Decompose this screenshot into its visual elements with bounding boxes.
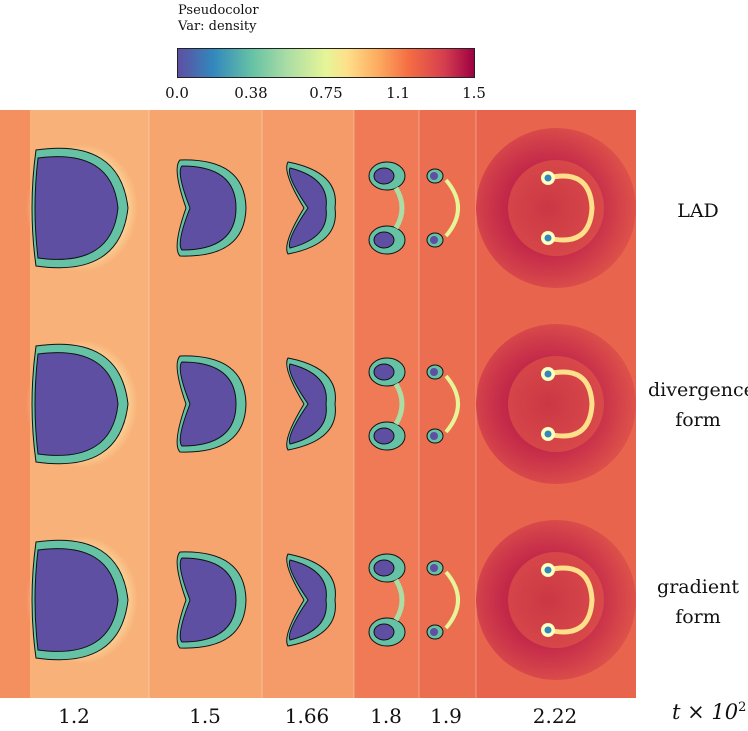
- colorbar-tick: 0.0: [165, 84, 189, 102]
- bubble-core: [288, 167, 327, 249]
- vortex-core: [373, 427, 395, 445]
- field-shade: [419, 110, 476, 306]
- density-field-panel: [0, 110, 636, 698]
- vortex-core: [544, 370, 552, 378]
- filament: [444, 374, 460, 434]
- time-label: 1.8: [370, 704, 402, 728]
- row-label-line: divergence: [648, 379, 748, 401]
- time-label: 1.5: [189, 704, 221, 728]
- row-label-line: LAD: [677, 200, 719, 222]
- colorbar-tick: 0.75: [309, 84, 343, 102]
- vortex-core: [544, 566, 552, 574]
- row-label-gradient: gradient form: [648, 575, 748, 629]
- vortex-arc: [547, 369, 595, 439]
- vortex-arc: [547, 173, 595, 243]
- field-shade: [354, 306, 419, 502]
- bubble-core: [288, 363, 327, 445]
- vortex-core: [430, 172, 438, 180]
- vortex-core: [544, 430, 552, 438]
- shock-inner: [508, 552, 604, 648]
- vortex-core: [373, 623, 395, 641]
- shock-band: [0, 110, 30, 306]
- simulation-row: [0, 306, 636, 502]
- vortex-core: [430, 368, 438, 376]
- shock-inner: [508, 160, 604, 256]
- vortex-arc: [547, 565, 595, 635]
- vortex-core: [373, 363, 395, 381]
- vortex-core: [544, 234, 552, 242]
- vortex-core: [544, 174, 552, 182]
- shock-band: [0, 502, 30, 698]
- field-shade: [419, 502, 476, 698]
- vortex-core: [430, 236, 438, 244]
- time-label: 1.66: [284, 704, 330, 728]
- time-label: 1.2: [58, 704, 90, 728]
- bubble-core: [179, 557, 237, 643]
- row-label-line: form: [675, 606, 721, 628]
- time-axis-exponent: 2: [738, 700, 747, 715]
- filament: [393, 186, 405, 230]
- colorbar-tick: 1.5: [462, 84, 486, 102]
- row-label-lad: LAD: [648, 199, 748, 223]
- field-shade: [354, 110, 419, 306]
- row-label-line: form: [675, 409, 721, 431]
- vortex-core: [373, 231, 395, 249]
- colorbar-title-line2: Var: density: [178, 19, 257, 34]
- vortex-core: [430, 432, 438, 440]
- colorbar-title-line1: Pseudocolor: [178, 3, 259, 18]
- simulation-row: [0, 110, 636, 306]
- filament: [393, 382, 405, 426]
- filament: [444, 178, 460, 238]
- time-label: 1.9: [430, 704, 462, 728]
- vortex-core: [373, 167, 395, 185]
- vortex-core: [373, 559, 395, 577]
- filament: [444, 570, 460, 630]
- bubble-core: [34, 548, 119, 652]
- filament: [393, 578, 405, 622]
- time-axis-symbol: t: [672, 700, 681, 724]
- vortex-core: [430, 564, 438, 572]
- shock-band: [0, 306, 30, 502]
- bubble-core: [34, 156, 119, 260]
- simulation-row: [0, 502, 636, 698]
- bubble-core: [34, 352, 119, 456]
- bubble-core: [179, 165, 237, 251]
- row-label-line: gradient: [657, 576, 739, 598]
- colorbar-title: Pseudocolor Var: density: [178, 3, 259, 35]
- row-label-divergence: divergence form: [648, 378, 748, 432]
- time-label: 2.22: [532, 704, 578, 728]
- vortex-core: [544, 626, 552, 634]
- field-shade: [419, 306, 476, 502]
- time-axis-operator: × 10: [687, 700, 739, 724]
- colorbar: [177, 48, 475, 78]
- bubble-core: [288, 559, 327, 641]
- shock-inner: [508, 356, 604, 452]
- vortex-core: [430, 628, 438, 636]
- bubble-core: [179, 361, 237, 447]
- colorbar-tick: 0.38: [234, 84, 268, 102]
- time-axis-label: t × 102: [672, 700, 746, 724]
- field-shade: [354, 502, 419, 698]
- colorbar-tick: 1.1: [386, 84, 410, 102]
